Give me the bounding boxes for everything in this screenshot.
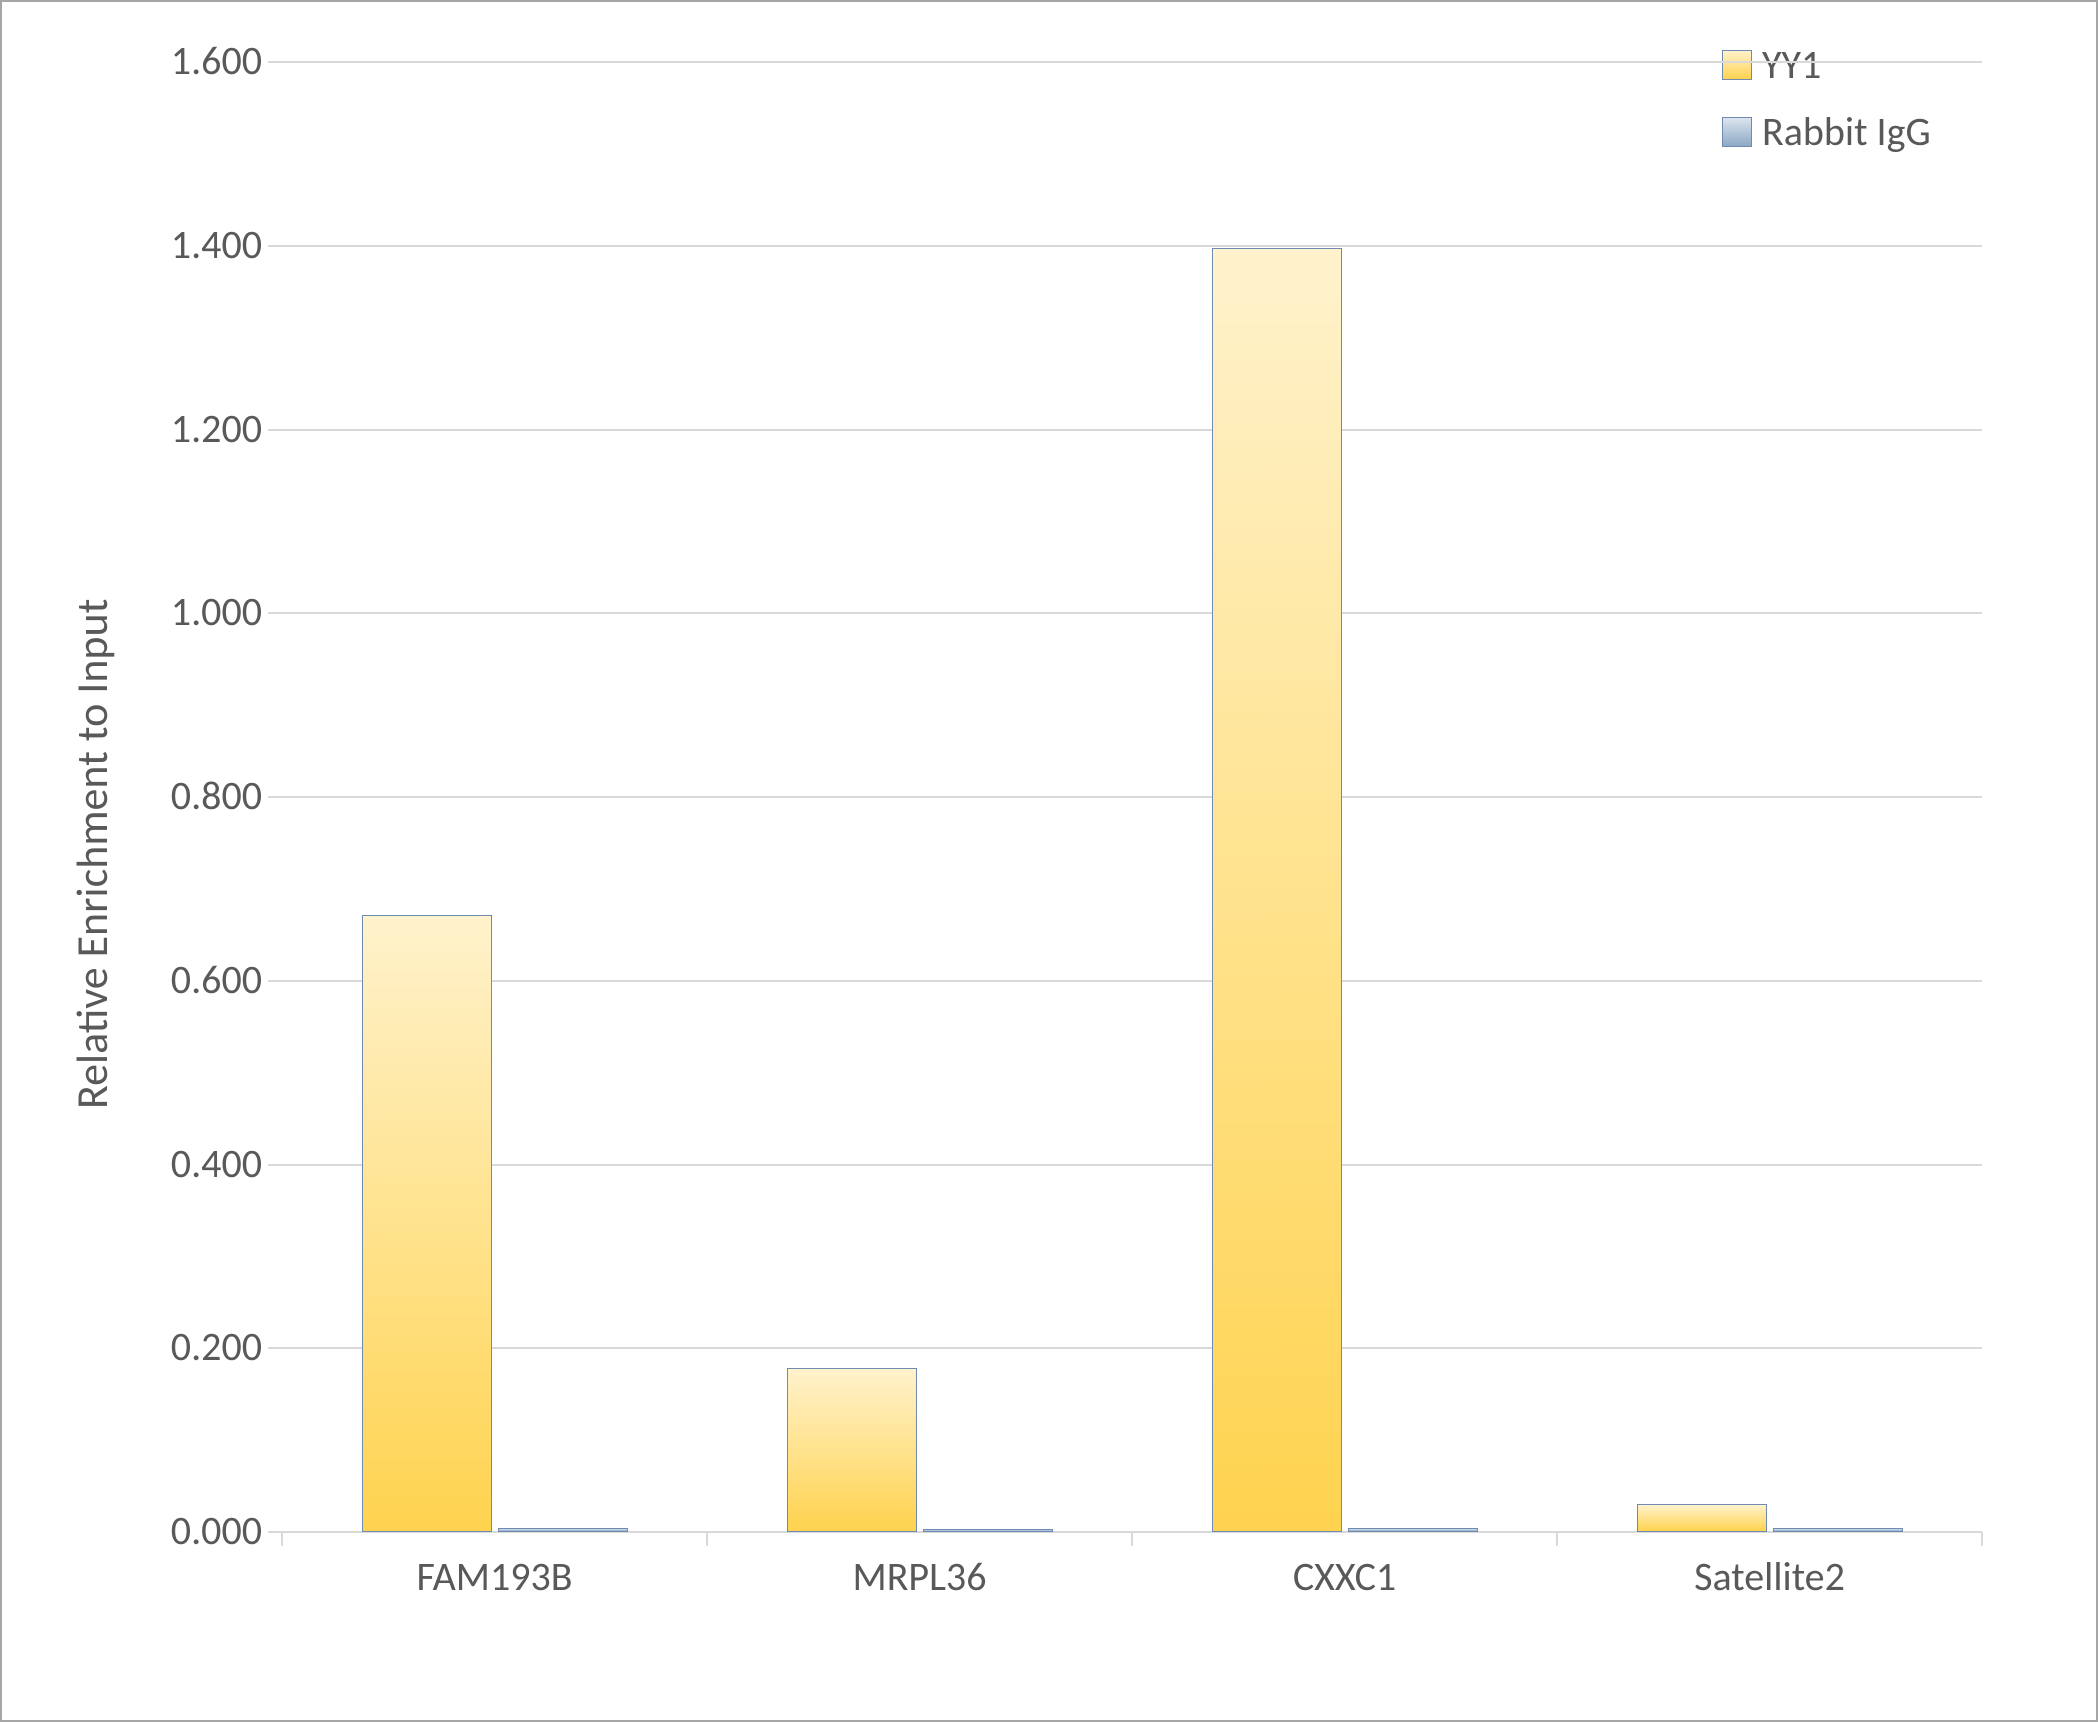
legend-label: Rabbit IgG: [1762, 107, 1931, 156]
x-tick-mark: [1556, 1532, 1558, 1546]
gridline: [282, 796, 1982, 798]
x-tick-mark: [1131, 1532, 1133, 1546]
y-tick-label: 0.000: [132, 1506, 262, 1555]
y-tick-label: 0.800: [132, 771, 262, 820]
legend-label: YY1: [1762, 40, 1821, 89]
bar-rabbit-igg: [1348, 1528, 1478, 1532]
chart-container: Relative Enrichment to Input YY1 Rabbit I…: [0, 0, 2098, 1722]
y-tick-label: 0.200: [132, 1322, 262, 1371]
gridline: [282, 61, 1982, 63]
y-tick-mark: [268, 1164, 282, 1166]
y-tick-label: 1.200: [132, 404, 262, 453]
y-tick-mark: [268, 612, 282, 614]
y-tick-label: 0.600: [132, 955, 262, 1004]
y-tick-mark: [268, 429, 282, 431]
bar-yy1: [787, 1368, 917, 1532]
y-tick-mark: [268, 1531, 282, 1533]
y-axis-label: Relative Enrichment to Input: [65, 509, 119, 1109]
bar-rabbit-igg: [923, 1529, 1053, 1532]
x-tick-label: MRPL36: [740, 1552, 1100, 1601]
y-tick-mark: [268, 796, 282, 798]
bar-yy1: [362, 915, 492, 1532]
x-tick-mark: [706, 1532, 708, 1546]
y-tick-label: 0.400: [132, 1139, 262, 1188]
x-tick-mark: [1981, 1532, 1983, 1546]
gridline: [282, 612, 1982, 614]
bar-rabbit-igg: [498, 1528, 628, 1532]
legend-item: Rabbit IgG: [1722, 107, 1931, 156]
y-tick-mark: [268, 980, 282, 982]
gridline: [282, 980, 1982, 982]
bar-yy1: [1212, 248, 1342, 1532]
legend-item: YY1: [1722, 40, 1931, 89]
y-tick-mark: [268, 1347, 282, 1349]
x-tick-label: CXXC1: [1165, 1552, 1525, 1601]
x-tick-label: FAM193B: [315, 1552, 675, 1601]
legend-swatch: [1722, 117, 1752, 147]
bar-rabbit-igg: [1773, 1528, 1903, 1532]
gridline: [282, 245, 1982, 247]
gridline: [282, 1164, 1982, 1166]
gridline: [282, 1347, 1982, 1349]
x-tick-mark: [281, 1532, 283, 1546]
y-tick-label: 1.000: [132, 587, 262, 636]
bar-yy1: [1637, 1504, 1767, 1532]
y-tick-label: 1.600: [132, 36, 262, 85]
y-tick-mark: [268, 61, 282, 63]
y-tick-mark: [268, 245, 282, 247]
gridline: [282, 429, 1982, 431]
y-tick-label: 1.400: [132, 220, 262, 269]
x-tick-label: Satellite2: [1590, 1552, 1950, 1601]
legend-swatch: [1722, 50, 1752, 80]
